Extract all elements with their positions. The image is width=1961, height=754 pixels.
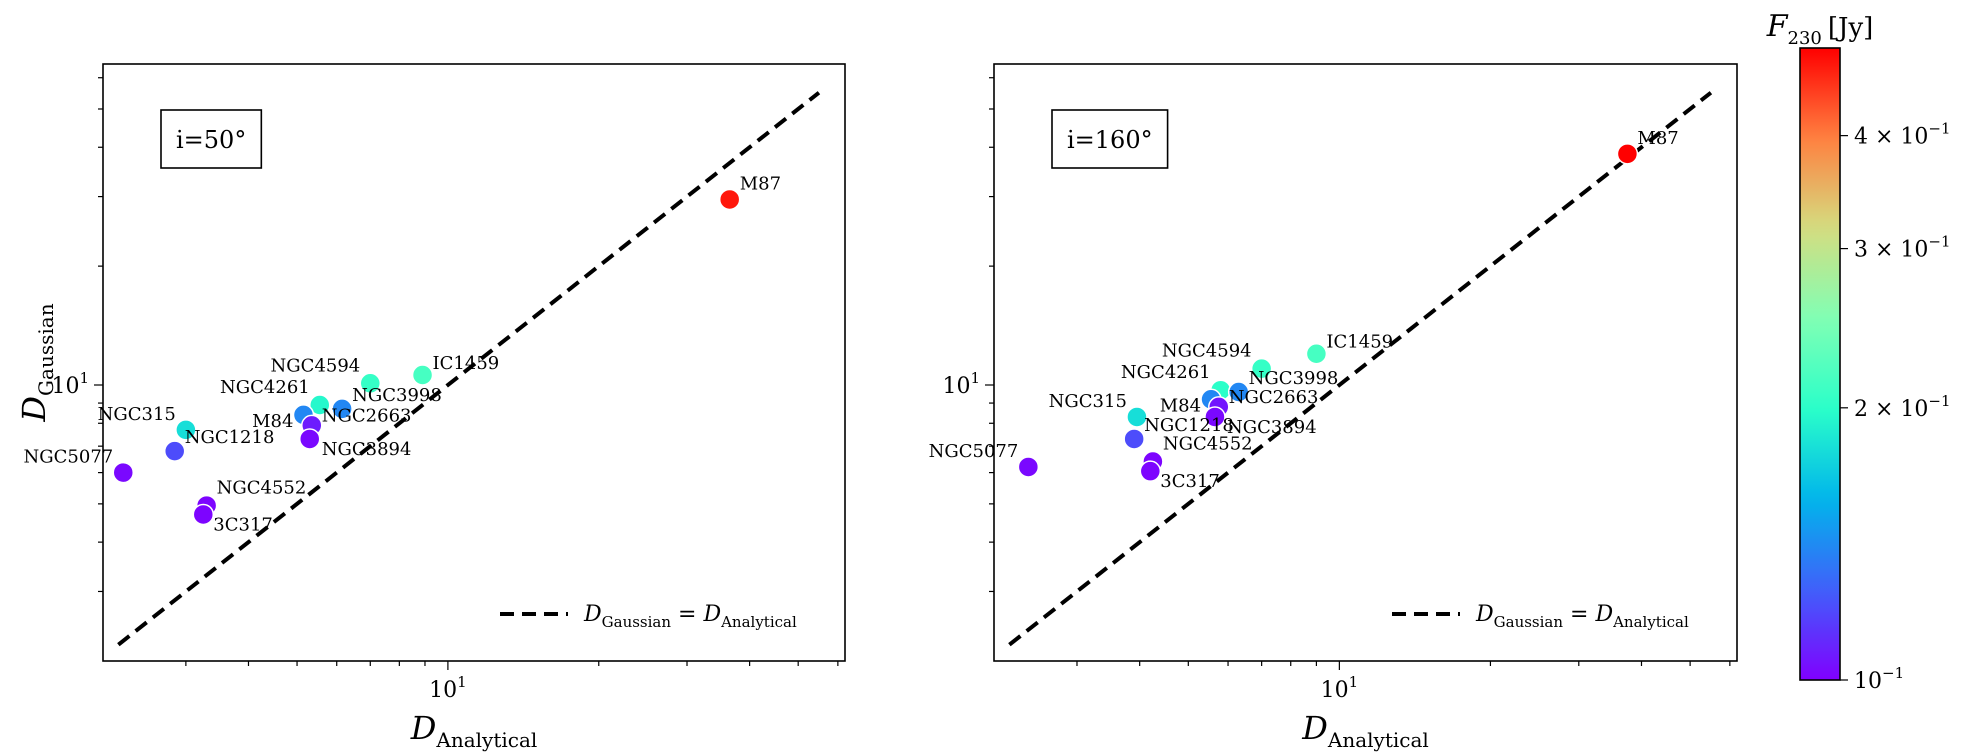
- point-label: NGC3998: [352, 385, 442, 406]
- point-label: NGC1218: [1144, 415, 1234, 436]
- point-label: NGC5077: [929, 441, 1019, 462]
- point-label: M84: [1160, 395, 1201, 416]
- axes-frame: [993, 63, 1738, 662]
- point-label: NGC4594: [1162, 341, 1252, 362]
- point-label: 3C317: [213, 514, 273, 535]
- data-point-m87: [718, 188, 741, 211]
- point-label: NGC2663: [1229, 387, 1319, 408]
- data-point-ngc3998: [331, 398, 353, 420]
- data-point-ngc1218: [1123, 428, 1145, 450]
- data-point-ic1459: [1305, 342, 1328, 365]
- point-label: IC1459: [433, 353, 500, 374]
- data-point-ngc5077: [112, 461, 135, 484]
- point-label: M87: [1637, 128, 1678, 149]
- inclination-box: [1051, 109, 1169, 169]
- data-point-ngc3894: [1204, 406, 1226, 428]
- inclination-box: [160, 109, 263, 169]
- one-to-one-line: [117, 91, 821, 647]
- data-point-ngc4261: [309, 394, 331, 416]
- panel-left: 101101DAnalyticalDGaussianM87IC1459NGC45…: [15, 63, 846, 752]
- x-axis-label: DAnalytical: [1301, 709, 1429, 752]
- data-point-ngc1218: [163, 440, 186, 462]
- y-axis-label: DGaussian: [15, 303, 58, 422]
- y-tick-label: 101: [942, 369, 980, 399]
- data-point-ngc3998: [1227, 381, 1250, 403]
- data-point-3c317: [1139, 460, 1162, 482]
- data-point-ngc3894: [298, 428, 321, 450]
- one-to-one-line: [1008, 91, 1713, 647]
- colorbar-tick-label: 4 × 10−1: [1854, 120, 1951, 150]
- colorbar-tick-label: 2 × 10−1: [1854, 392, 1951, 422]
- point-label: M84: [252, 411, 293, 432]
- inclination-label: i=160°: [1067, 126, 1153, 154]
- point-label: NGC4552: [217, 478, 307, 499]
- colorbar-tick-label: 3 × 10−1: [1854, 233, 1951, 263]
- point-label: NGC1218: [185, 427, 275, 448]
- x-tick-label: 101: [1321, 673, 1359, 703]
- x-tick-label: 101: [429, 673, 467, 703]
- point-label: NGC4552: [1163, 434, 1253, 455]
- colorbar-label: F230 [Jy]: [1766, 9, 1874, 49]
- point-label: NGC3894: [322, 439, 412, 460]
- inclination-label: i=50°: [176, 126, 246, 154]
- point-label: NGC5077: [24, 447, 114, 468]
- legend-label: DGaussian = DAnalytical: [583, 602, 797, 631]
- point-label: NGC3998: [1249, 368, 1339, 389]
- x-axis-label: DAnalytical: [410, 709, 538, 752]
- axes-frame: [102, 63, 846, 662]
- point-label: 3C317: [1160, 471, 1220, 492]
- point-label: NGC4261: [1121, 362, 1211, 383]
- colorbar: 10−1 2 × 10−1 3 × 10−1 4 × 10−1 F230 [Jy]: [1766, 9, 1951, 694]
- data-point-ngc315: [1126, 406, 1148, 428]
- colorbar-gradient: [1799, 47, 1841, 681]
- point-label: NGC2663: [322, 405, 412, 426]
- point-label: NGC315: [1049, 391, 1127, 412]
- point-label: NGC4594: [271, 355, 361, 376]
- panel-right: 101 101 DAnalytical M87 IC1459 NGC4594NGC4261…: [929, 63, 1738, 752]
- legend-label: DGaussian = DAnalytical: [1475, 602, 1689, 631]
- colorbar-tick-label: 10−1: [1854, 664, 1904, 694]
- data-point-ngc315: [175, 419, 197, 441]
- data-point-ngc5077: [1017, 456, 1040, 478]
- data-point-m87: [1616, 143, 1639, 165]
- point-label: NGC315: [98, 404, 176, 425]
- data-point-ic1459: [411, 364, 434, 386]
- data-point-ngc4594: [1250, 357, 1273, 380]
- point-label: NGC4261: [220, 377, 310, 398]
- point-label: NGC3894: [1227, 417, 1317, 438]
- point-label: IC1459: [1326, 332, 1393, 353]
- point-label: M87: [740, 173, 781, 194]
- data-point-ngc4594: [359, 372, 382, 395]
- data-point-3c317: [192, 503, 215, 526]
